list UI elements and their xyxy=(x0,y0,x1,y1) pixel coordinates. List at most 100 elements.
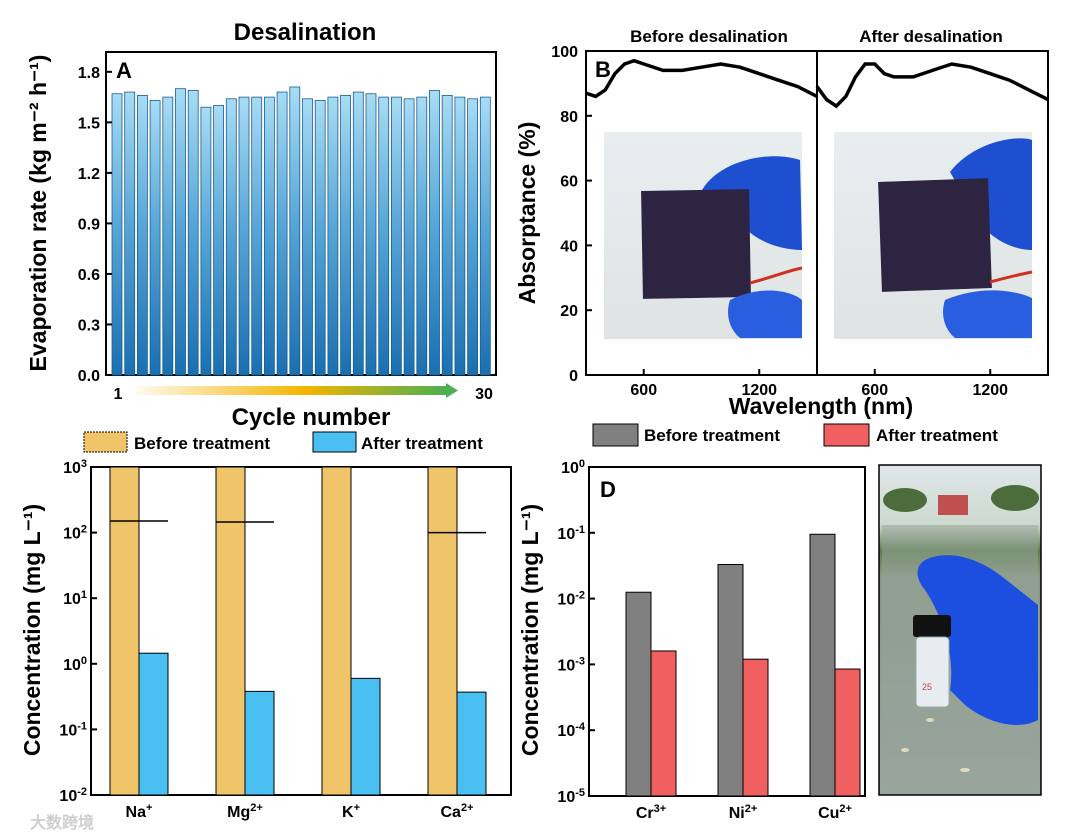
panel-a-y-tick-label: 1.8 xyxy=(78,65,100,82)
panel-b-photo-after xyxy=(834,132,1033,339)
panel-b-absorptance-chart: Before desalination After desalination B… xyxy=(514,27,1049,419)
panel-c-y-label: Concentration (mg L⁻¹) xyxy=(19,504,45,756)
panel-c-bar-after xyxy=(350,677,381,796)
panel-a-bar xyxy=(162,96,174,376)
legend-c-after-swatch xyxy=(312,431,357,453)
panel-a-bar xyxy=(403,98,415,376)
panel-d-y-tick-label: 100 xyxy=(561,458,585,477)
panel-a-bar xyxy=(416,96,428,376)
panel-c-y-tick-label: 10-1 xyxy=(59,720,87,739)
panel-d-legend: Before treatment After treatment xyxy=(592,423,998,447)
panel-a-y-tick-label: 1.5 xyxy=(78,115,100,132)
panel-d-y-tick-label: 10-4 xyxy=(557,721,585,740)
panel-c-bar-after xyxy=(456,691,487,796)
panel-d-category-label: Cr3+ xyxy=(636,803,666,822)
panel-a-bar xyxy=(365,93,377,376)
panel-a-y-tick-label: 1.2 xyxy=(78,166,100,183)
panel-b-x-label: Wavelength (nm) xyxy=(729,393,913,419)
legend-c-after-label: After treatment xyxy=(361,434,483,453)
panel-a-bar xyxy=(263,96,275,376)
panel-c-y-tick-label: 10-2 xyxy=(59,786,87,805)
panel-b-x-tick-label: 1200 xyxy=(741,382,777,399)
lake-sample-photo: 25 xyxy=(878,464,1042,796)
panel-b-left-title: Before desalination xyxy=(630,27,788,46)
panel-c-bars: Na+ Mg2+ K+ Ca2+ xyxy=(109,466,487,821)
panel-d-bar-before xyxy=(809,533,836,797)
panel-c-legend: Before treatment After treatment xyxy=(83,431,483,453)
panel-d-bars: Cr3+ Ni2+ Cu2+ xyxy=(625,533,861,822)
panel-d-bar-before xyxy=(717,563,744,797)
panel-a-y-label: Evaporation rate (kg m⁻² h⁻¹) xyxy=(25,55,51,372)
panel-b-x-tick-label: 1200 xyxy=(972,382,1008,399)
panel-b-y-label: Absorptance (%) xyxy=(514,122,540,305)
panel-c-y-tick-label: 100 xyxy=(63,655,87,674)
panel-a-bar xyxy=(454,96,466,376)
panel-a-bar xyxy=(187,89,199,376)
panel-a-bar xyxy=(213,105,225,376)
panel-a-bar xyxy=(429,89,440,376)
panel-d-category-label: Ni2+ xyxy=(729,803,758,822)
panel-a-title: Desalination xyxy=(234,19,377,46)
panel-c-category-label: Mg2+ xyxy=(227,802,263,821)
panel-a-bar xyxy=(149,100,161,376)
panel-b-y-tick-label: 20 xyxy=(560,303,578,320)
panel-d-y-label: Concentration (mg L⁻¹) xyxy=(517,504,543,756)
panel-c-bar-before xyxy=(427,466,458,796)
panel-a-x-label: Cycle number xyxy=(232,404,391,431)
panel-d-y-tick-label: 10-3 xyxy=(557,655,585,674)
panel-d-category-label: Cu2+ xyxy=(818,803,852,822)
panel-b-y-tick-label: 100 xyxy=(551,44,578,61)
legend-c-before-label: Before treatment xyxy=(134,434,270,453)
panel-d-bar-before xyxy=(625,591,652,797)
panel-c-frame xyxy=(90,466,512,796)
panel-d-bar-after xyxy=(650,650,677,797)
panel-a-bar xyxy=(276,91,288,376)
panel-a-y-tick-label: 0.0 xyxy=(78,368,100,385)
panel-a-bar xyxy=(340,95,352,376)
panel-b-x-tick-label: 600 xyxy=(630,382,657,399)
panel-d-y-tick-label: 10-1 xyxy=(557,524,585,543)
panel-d-y-tick-label: 10-5 xyxy=(557,787,585,806)
panel-b-before-curve xyxy=(585,58,818,99)
panel-a-bar xyxy=(327,96,339,376)
panel-c-category-label: Na+ xyxy=(126,802,153,821)
panel-a-y-tick-label: 0.9 xyxy=(78,216,100,233)
panel-a-bar xyxy=(314,100,326,376)
panel-c-concentration-chart: Before treatment After treatment C Na+Mg… xyxy=(19,431,512,821)
panel-c-bar-before xyxy=(109,466,140,796)
panel-a-bar xyxy=(352,91,364,376)
panel-c-category-label: Ca2+ xyxy=(441,802,474,821)
panel-a-bar xyxy=(390,96,402,376)
legend-c-before-swatch xyxy=(83,431,128,453)
panel-b-right-title: After desalination xyxy=(859,27,1003,46)
panel-a-bar xyxy=(136,95,148,376)
panel-a-y-tick-label: 0.6 xyxy=(78,267,100,284)
legend-d-before-swatch xyxy=(592,423,639,447)
panel-a-bar xyxy=(302,98,313,376)
watermark: 大数跨境 xyxy=(30,813,94,832)
panel-d-bar-after xyxy=(742,658,769,797)
panel-d-y-tick-label: 10-2 xyxy=(557,590,585,609)
panel-a-bars xyxy=(111,86,491,376)
panel-a-bar xyxy=(225,98,237,376)
panel-a-y-tick-label: 0.3 xyxy=(78,317,100,334)
panel-a-evaporation-chart: Desalination A 0.0 0.3 0.6 0.9 1.2 1.5 1.8 Eva… xyxy=(25,19,497,431)
panel-b-y-tick-label: 60 xyxy=(560,174,578,191)
panel-d-bar-after xyxy=(834,668,861,797)
panel-c-ticks: 10-2 10-1 100 101 102 103 xyxy=(59,458,97,805)
panel-b-y-tick-label: 0 xyxy=(569,368,578,385)
panel-c-bar-after xyxy=(138,652,169,796)
panel-c-y-tick-label: 103 xyxy=(63,458,87,477)
panel-a-x-end-label: 30 xyxy=(475,386,493,403)
panel-b-ticks: 600 1200 600 1200 0 20 40 60 80 100 xyxy=(551,44,1008,399)
panel-a-bar xyxy=(124,91,136,376)
panel-a-bar xyxy=(378,96,390,376)
panel-b-letter: B xyxy=(595,57,611,82)
panel-c-y-tick-label: 102 xyxy=(63,524,87,543)
panel-a-y-ticks: 0.0 0.3 0.6 0.9 1.2 1.5 1.8 xyxy=(78,65,112,385)
panel-c-bar-before xyxy=(215,466,246,796)
panel-a-bar xyxy=(111,93,123,376)
svg-text:25: 25 xyxy=(922,682,932,692)
panel-c-category-label: K+ xyxy=(342,802,360,821)
